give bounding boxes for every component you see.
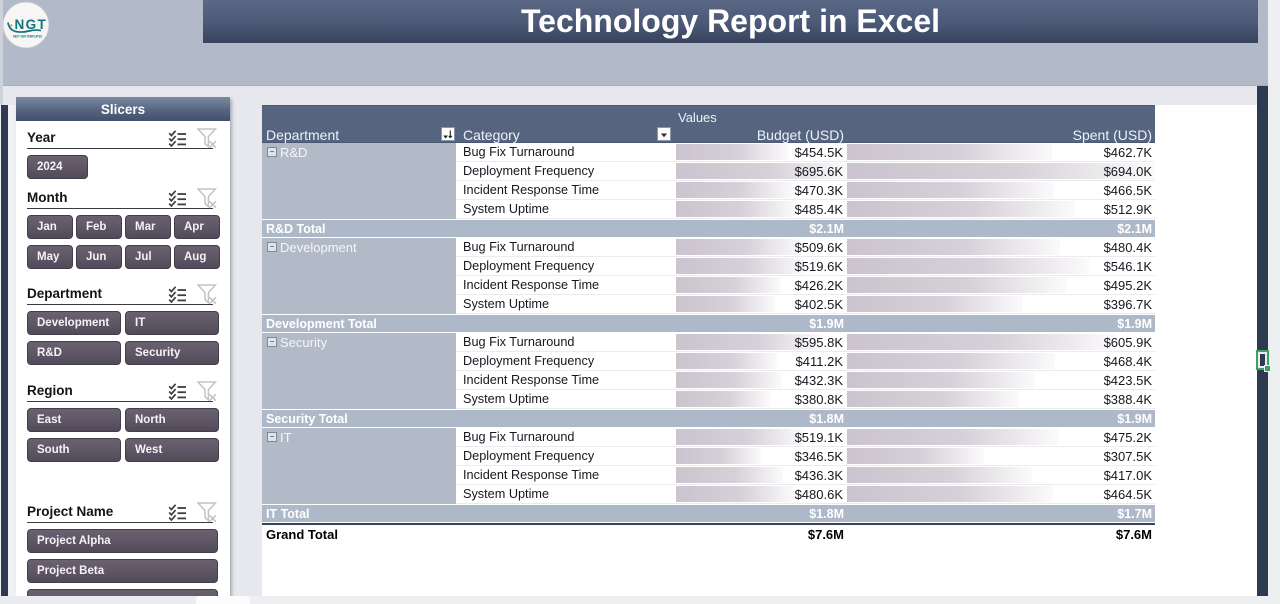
svg-text:NGT: NGT <box>15 17 48 32</box>
svg-text:NEXT GEN TEMPLATES: NEXT GEN TEMPLATES <box>13 35 42 39</box>
